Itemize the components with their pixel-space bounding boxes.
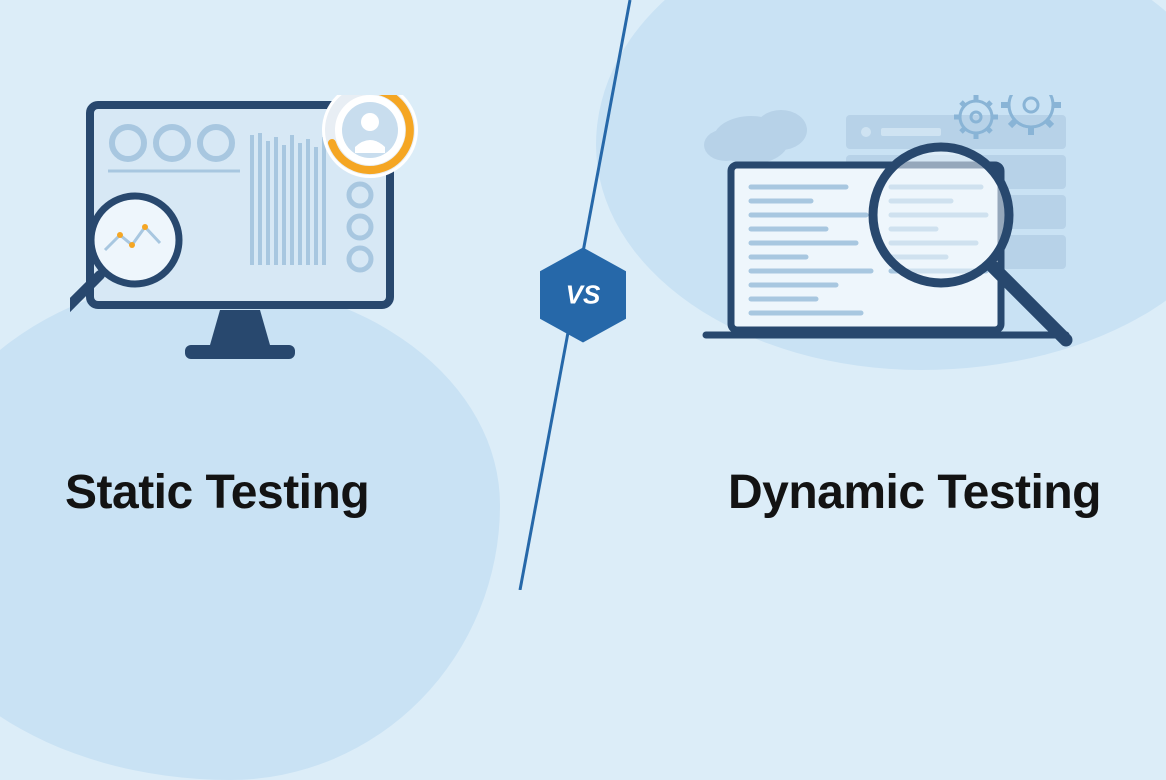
left-title: Static Testing	[65, 465, 369, 520]
right-title: Dynamic Testing	[728, 465, 1101, 520]
static-testing-illustration	[70, 95, 430, 395]
vs-badge: VS	[540, 248, 626, 343]
dynamic-testing-illustration	[696, 95, 1096, 395]
vs-label: VS	[566, 280, 601, 311]
